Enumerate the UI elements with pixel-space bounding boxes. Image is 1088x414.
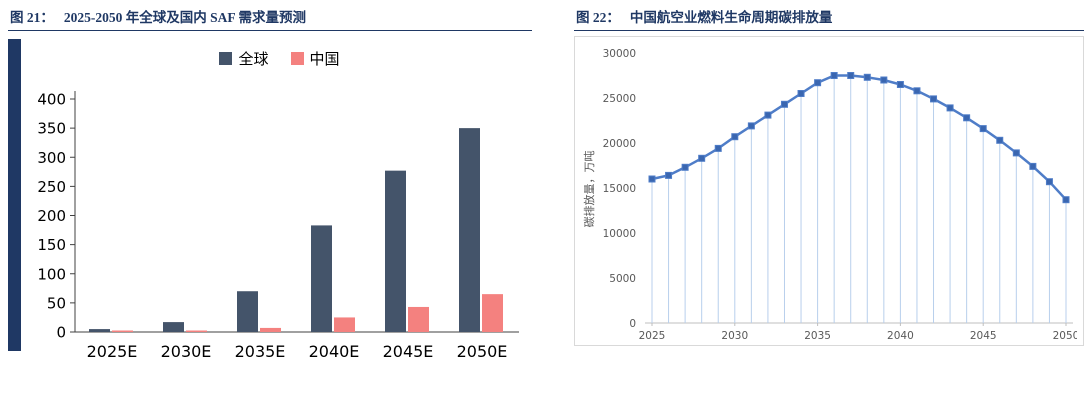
bar-china-2040E	[334, 317, 355, 332]
y-axis-labels: 0 5000 10000 15000 20000 25000 30000	[603, 48, 636, 330]
x-tick-label: 2045	[970, 330, 997, 342]
legend: 全球 中国	[27, 39, 532, 71]
data-marker	[714, 144, 722, 152]
left-accent-bar	[8, 39, 21, 351]
y-tick-label: 25000	[603, 93, 636, 105]
data-marker	[863, 73, 871, 81]
bar-china-2025E	[112, 330, 133, 332]
data-marker	[1029, 162, 1037, 170]
y-tick-label: 15000	[603, 183, 636, 195]
bars	[89, 128, 503, 332]
data-marker	[930, 95, 938, 103]
data-marker	[665, 171, 673, 179]
figure-22-panel: 图 22： 中国航空业燃料生命周期碳排放量 碳排放量，万吨 0 5000 10000 1…	[574, 4, 1084, 346]
figure-21-panel: 图 21： 2025-2050 年全球及国内 SAF 需求量预测 全球 中国 0 50…	[8, 4, 532, 369]
data-marker	[780, 100, 788, 108]
x-tick-label: 2030	[721, 330, 748, 342]
data-marker	[797, 90, 805, 97]
data-marker	[963, 114, 971, 122]
y-tick-label: 350	[37, 120, 66, 138]
y-tick-label: 300	[37, 149, 66, 167]
figure-22-number: 图 22：	[576, 10, 620, 25]
figure-21-body: 全球 中国 0 50 100 150 200 250 300 350 400 2025E 2030E 2…	[8, 39, 532, 369]
y-tick-label: 5000	[609, 273, 636, 285]
bar-china-2035E	[260, 327, 281, 332]
legend-label: 中国	[309, 50, 340, 68]
bar-global-2035E	[237, 291, 258, 332]
markers	[648, 72, 1070, 204]
x-tick-label: 2050E	[457, 342, 508, 361]
data-marker	[1045, 178, 1053, 186]
drop-lines	[651, 75, 1067, 323]
data-marker	[681, 163, 689, 171]
bar-chart-area: 全球 中国 0 50 100 150 200 250 300 350 400 2025E 2030E 2…	[21, 39, 532, 369]
y-tick-label: 30000	[603, 48, 636, 60]
legend-label: 全球	[238, 50, 269, 68]
x-axis-labels: 2025E 2030E 2035E 2040E 2045E 2050E	[87, 342, 508, 361]
line-chart-box: 碳排放量，万吨 0 5000 10000 15000 20000 25000 30000 20…	[574, 36, 1084, 346]
data-marker	[648, 175, 656, 183]
legend-item-global: 全球	[219, 48, 269, 69]
x-tick-label: 2040	[887, 330, 914, 342]
y-tick-label: 100	[37, 265, 66, 283]
data-marker	[731, 133, 739, 141]
data-marker	[913, 87, 921, 95]
data-marker	[830, 72, 838, 79]
y-tick-label: 150	[37, 236, 66, 254]
x-tick-label: 2025	[639, 330, 666, 342]
bar-global-2040E	[311, 225, 332, 332]
figure-21-title: 2025-2050 年全球及国内 SAF 需求量预测	[63, 10, 306, 25]
y-tick-label: 400	[37, 91, 66, 109]
bar-global-2050E	[459, 128, 480, 332]
data-marker	[1062, 196, 1070, 204]
y-axis: 0 50 100 150 200 250 300 350 400	[37, 91, 519, 342]
figure-22-caption: 图 22： 中国航空业燃料生命周期碳排放量	[574, 4, 1084, 31]
bar-global-2025E	[89, 329, 110, 332]
data-marker	[764, 111, 772, 119]
emission-line	[651, 74, 1067, 201]
figure-22-title: 中国航空业燃料生命周期碳排放量	[629, 10, 833, 25]
data-marker	[747, 122, 755, 130]
bar-global-2045E	[385, 170, 406, 332]
data-marker	[880, 76, 888, 84]
y-tick-label: 50	[47, 294, 66, 312]
data-marker	[946, 104, 954, 112]
bar-china-2050E	[482, 294, 503, 332]
x-axis-labels: 2025 2030 2035 2040 2045 2050	[639, 323, 1077, 342]
data-marker	[847, 72, 855, 79]
x-tick-label: 2025E	[87, 342, 138, 361]
y-tick-label: 250	[37, 178, 66, 196]
data-marker	[996, 136, 1004, 144]
y-tick-label: 0	[629, 318, 636, 330]
bar-china-2045E	[408, 306, 429, 332]
x-tick-label: 2045E	[383, 342, 434, 361]
data-marker	[1012, 149, 1020, 157]
x-tick-label: 2040E	[309, 342, 360, 361]
legend-swatch	[219, 52, 233, 65]
x-tick-label: 2035	[804, 330, 831, 342]
legend-item-china: 中国	[290, 48, 340, 69]
data-marker	[814, 79, 822, 87]
x-tick-label: 2030E	[161, 342, 212, 361]
legend-swatch	[290, 52, 304, 65]
data-marker	[698, 154, 706, 162]
x-tick-label: 2050	[1053, 330, 1077, 342]
y-axis-title: 碳排放量，万吨	[583, 150, 596, 228]
y-tick-label: 0	[56, 324, 66, 342]
data-marker	[896, 81, 904, 88]
bar-global-2030E	[163, 322, 184, 332]
figure-21-number: 图 21：	[10, 10, 54, 25]
y-tick-label: 20000	[603, 138, 636, 150]
y-tick-label: 200	[37, 207, 66, 225]
figure-21-caption: 图 21： 2025-2050 年全球及国内 SAF 需求量预测	[8, 4, 532, 31]
y-tick-label: 10000	[603, 228, 636, 240]
bar-china-2030E	[186, 330, 207, 332]
x-tick-label: 2035E	[235, 342, 286, 361]
data-marker	[979, 125, 987, 133]
